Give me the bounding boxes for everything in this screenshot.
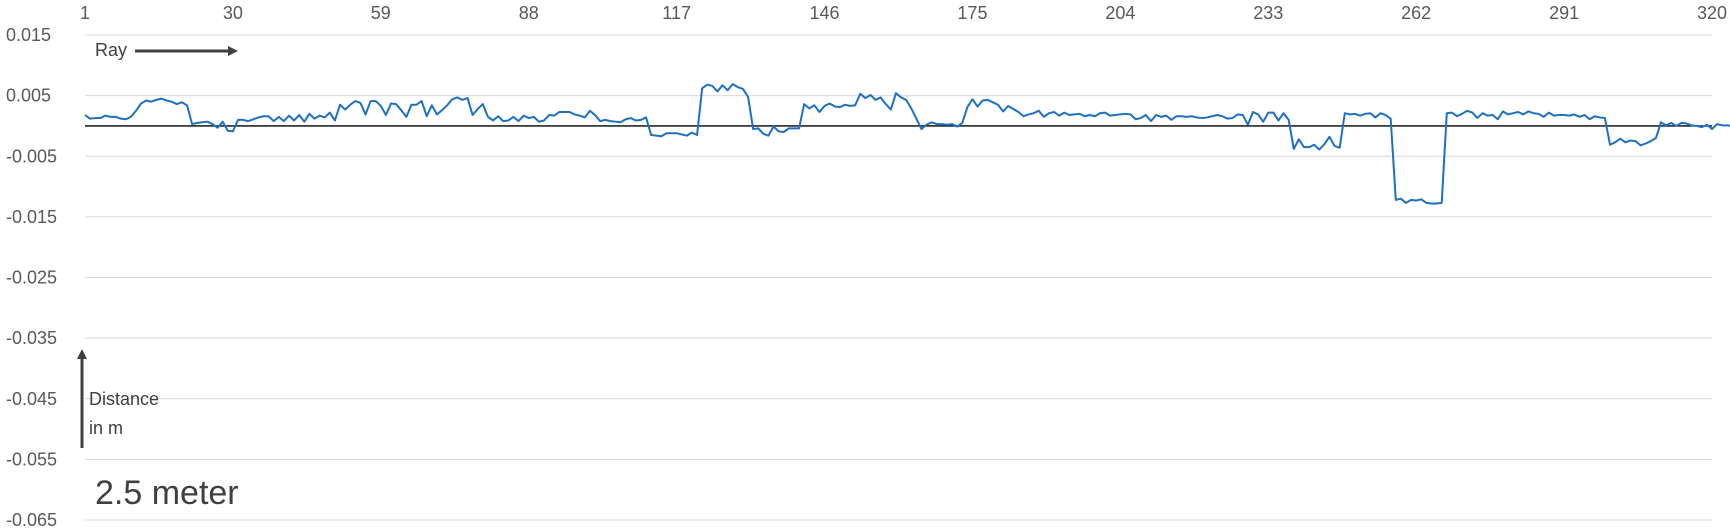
x-tick-label: 146 xyxy=(810,3,840,23)
x-tick-label: 291 xyxy=(1549,3,1579,23)
y-tick-label: 0.005 xyxy=(6,86,51,106)
distance-label-line2: in m xyxy=(89,418,123,438)
x-tick-label: 262 xyxy=(1401,3,1431,23)
x-tick-label: 88 xyxy=(519,3,539,23)
y-tick-label: -0.045 xyxy=(6,389,57,409)
x-tick-label: 1 xyxy=(80,3,90,23)
x-tick-label: 117 xyxy=(662,3,691,23)
condition-label: 2.5 meter xyxy=(95,474,239,512)
y-tick-label: -0.005 xyxy=(6,146,57,166)
x-tick-label: 204 xyxy=(1105,3,1135,23)
y-axis-tick-labels: 0.015 0.005 -0.005 -0.015 -0.025 -0.035 -0.045… xyxy=(6,25,57,529)
x-tick-label: 233 xyxy=(1253,3,1283,23)
distance-label-line1: Distance xyxy=(89,389,159,409)
y-tick-label: -0.065 xyxy=(6,510,57,529)
y-tick-label: -0.055 xyxy=(6,449,57,469)
x-tick-label: 59 xyxy=(371,3,391,23)
y-tick-label: -0.015 xyxy=(6,207,57,227)
y-tick-label: -0.035 xyxy=(6,328,57,348)
gridlines xyxy=(85,34,1712,521)
x-tick-label: 320 xyxy=(1697,3,1727,23)
series-line xyxy=(84,83,1730,205)
y-tick-label: -0.025 xyxy=(6,268,57,288)
x-axis-tick-labels: 1 30 59 88 117 146 175 204 233 262 291 320 xyxy=(80,3,1727,23)
x-tick-label: 175 xyxy=(957,3,987,23)
ray-label: Ray xyxy=(95,40,127,60)
x-tick-label: 30 xyxy=(223,3,243,23)
y-tick-label: 0.015 xyxy=(6,25,51,45)
